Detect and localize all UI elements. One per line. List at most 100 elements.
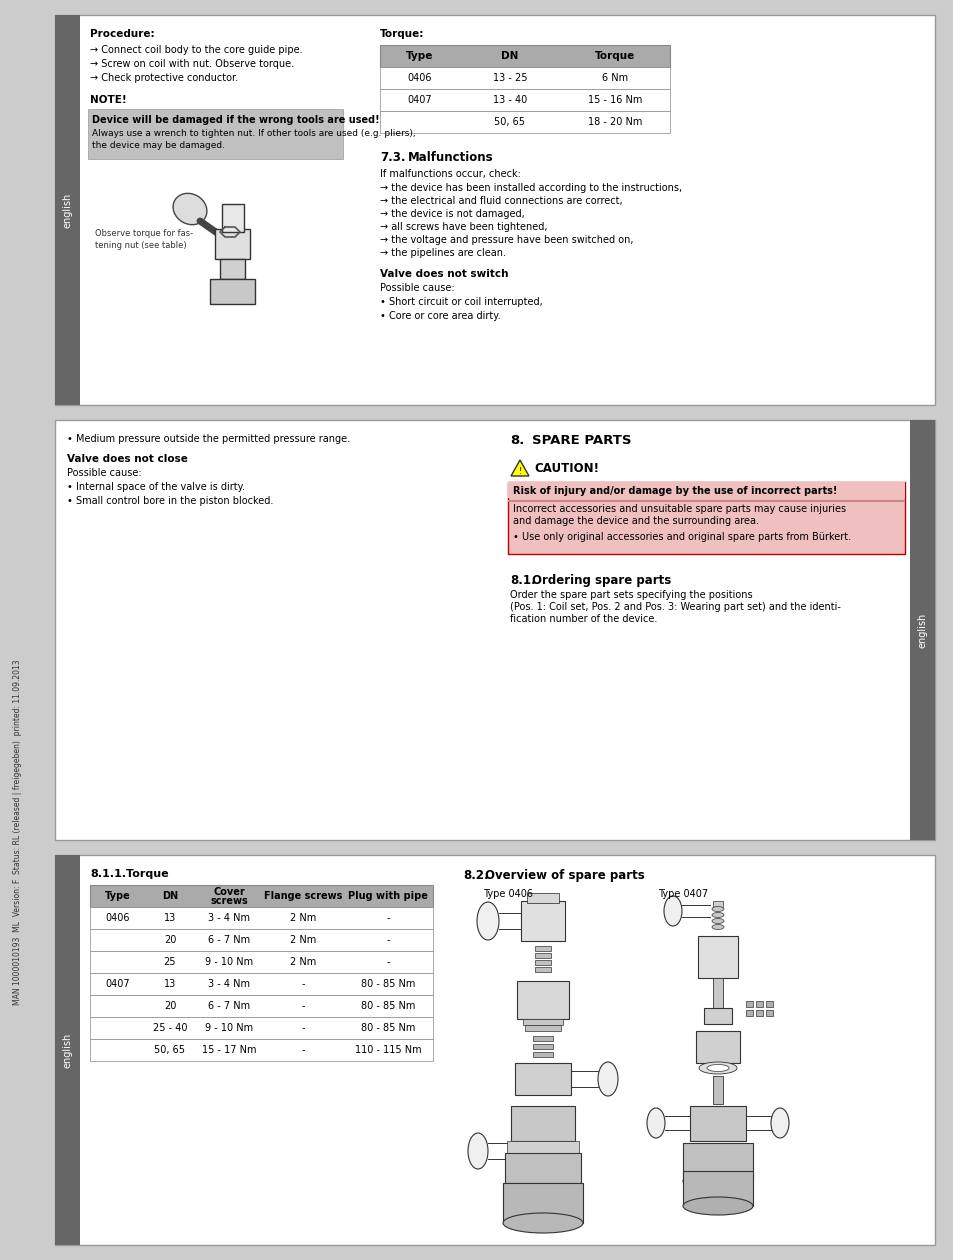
Text: screws: screws [210, 896, 248, 906]
Text: • Use only original accessories and original spare parts from Bürkert.: • Use only original accessories and orig… [513, 532, 850, 542]
Text: 9 - 10 Nm: 9 - 10 Nm [205, 1023, 253, 1033]
Text: • Small control bore in the piston blocked.: • Small control bore in the piston block… [67, 496, 274, 507]
Polygon shape [511, 460, 529, 476]
Text: 8.1.1.Torque: 8.1.1.Torque [90, 869, 169, 879]
Text: fication number of the device.: fication number of the device. [510, 614, 657, 624]
Ellipse shape [663, 896, 681, 926]
Text: 3 - 4 Nm: 3 - 4 Nm [208, 914, 250, 924]
Text: and damage the device and the surrounding area.: and damage the device and the surroundin… [513, 517, 759, 525]
Text: 6 - 7 Nm: 6 - 7 Nm [208, 935, 250, 945]
Text: If malfunctions occur, check:: If malfunctions occur, check: [379, 169, 520, 179]
Text: 18 - 20 Nm: 18 - 20 Nm [587, 117, 641, 127]
Text: Valve does not close: Valve does not close [67, 454, 188, 464]
Text: 6 Nm: 6 Nm [601, 73, 627, 83]
Bar [712, 1076, 722, 1104]
Text: • Medium pressure outside the permitted pressure range.: • Medium pressure outside the permitted … [67, 433, 350, 444]
Text: → the voltage and pressure have been switched on,: → the voltage and pressure have been swi… [379, 236, 633, 244]
Text: Torque: Torque [595, 50, 635, 60]
Text: 3 - 4 Nm: 3 - 4 Nm [208, 979, 250, 989]
Bar [535, 946, 551, 951]
Text: Type 0406: Type 0406 [482, 890, 533, 898]
Text: -: - [301, 979, 304, 989]
Bar [765, 1000, 772, 1007]
Text: → all screws have been tightened,: → all screws have been tightened, [379, 222, 547, 232]
Bar [90, 907, 433, 929]
Ellipse shape [770, 1108, 788, 1138]
Ellipse shape [711, 919, 723, 924]
Bar [533, 1052, 553, 1057]
Ellipse shape [682, 1172, 752, 1189]
Text: → the device is not damaged,: → the device is not damaged, [379, 209, 524, 219]
Bar [755, 1011, 762, 1016]
Ellipse shape [711, 912, 723, 917]
Bar [535, 966, 551, 971]
Text: Device will be damaged if the wrong tools are used!: Device will be damaged if the wrong tool… [91, 115, 379, 125]
Text: Observe torque for fas-: Observe torque for fas- [95, 229, 193, 238]
Text: Type: Type [105, 891, 131, 901]
Bar [909, 420, 934, 840]
Bar [222, 204, 244, 232]
Text: • Short circuit or coil interrupted,: • Short circuit or coil interrupted, [379, 297, 542, 307]
Text: • Core or core area dirty.: • Core or core area dirty. [379, 311, 500, 321]
Text: SPARE PARTS: SPARE PARTS [532, 433, 631, 447]
Ellipse shape [706, 1065, 728, 1071]
Text: !: ! [517, 467, 521, 476]
Text: tening nut (see table): tening nut (see table) [95, 241, 187, 249]
Text: 13 - 40: 13 - 40 [493, 94, 527, 105]
Text: DN: DN [162, 891, 178, 901]
Bar [90, 995, 433, 1017]
Text: 15 - 17 Nm: 15 - 17 Nm [201, 1045, 256, 1055]
Text: NOTE!: NOTE! [90, 94, 127, 105]
Text: 2 Nm: 2 Nm [290, 935, 315, 945]
Text: Always use a wrench to tighten nut. If other tools are used (e.g. pliers),: Always use a wrench to tighten nut. If o… [91, 129, 416, 139]
Bar [214, 229, 250, 260]
Text: DN: DN [500, 50, 518, 60]
Text: 80 - 85 Nm: 80 - 85 Nm [360, 1000, 415, 1011]
Text: 13: 13 [164, 979, 176, 989]
Text: 0407: 0407 [105, 979, 130, 989]
Bar [712, 978, 722, 1008]
Bar [507, 483, 904, 498]
Text: 2 Nm: 2 Nm [290, 914, 315, 924]
Ellipse shape [711, 925, 723, 930]
Bar [90, 973, 433, 995]
Bar [689, 1106, 745, 1142]
Text: 13 - 25: 13 - 25 [493, 73, 527, 83]
Bar [55, 15, 80, 404]
Text: → Connect coil body to the core guide pipe.: → Connect coil body to the core guide pi… [90, 45, 302, 55]
Ellipse shape [172, 193, 207, 224]
Bar [703, 1008, 731, 1024]
Bar [522, 1019, 562, 1024]
Bar [90, 885, 433, 907]
Text: Order the spare part sets specifying the positions: Order the spare part sets specifying the… [510, 590, 752, 600]
Text: 20: 20 [164, 1000, 176, 1011]
Text: 110 - 115 Nm: 110 - 115 Nm [355, 1045, 421, 1055]
Text: Malfunctions: Malfunctions [408, 151, 493, 164]
Bar [504, 1153, 580, 1183]
Text: Possible cause:: Possible cause: [379, 284, 455, 294]
Bar [712, 901, 722, 907]
Ellipse shape [646, 1108, 664, 1138]
Text: -: - [386, 914, 390, 924]
Bar [210, 278, 254, 304]
Bar [507, 483, 904, 554]
Text: Ordering spare parts: Ordering spare parts [532, 575, 671, 587]
Bar [55, 15, 934, 404]
Text: 2 Nm: 2 Nm [290, 958, 315, 966]
Text: CAUTION!: CAUTION! [534, 462, 598, 475]
Text: 13: 13 [164, 914, 176, 924]
Text: → the pipelines are clean.: → the pipelines are clean. [379, 248, 505, 258]
Text: 0406: 0406 [407, 73, 432, 83]
Bar [55, 856, 80, 1245]
Text: 9 - 10 Nm: 9 - 10 Nm [205, 958, 253, 966]
Text: → Check protective conductor.: → Check protective conductor. [90, 73, 238, 83]
Text: Plug with pipe: Plug with pipe [348, 891, 428, 901]
Text: 7.3.: 7.3. [379, 151, 405, 164]
Bar [379, 67, 669, 89]
Text: -: - [386, 935, 390, 945]
Bar [88, 110, 343, 159]
Bar [90, 929, 433, 951]
Bar [515, 1063, 571, 1095]
Bar [745, 1000, 752, 1007]
Bar [745, 1011, 752, 1016]
